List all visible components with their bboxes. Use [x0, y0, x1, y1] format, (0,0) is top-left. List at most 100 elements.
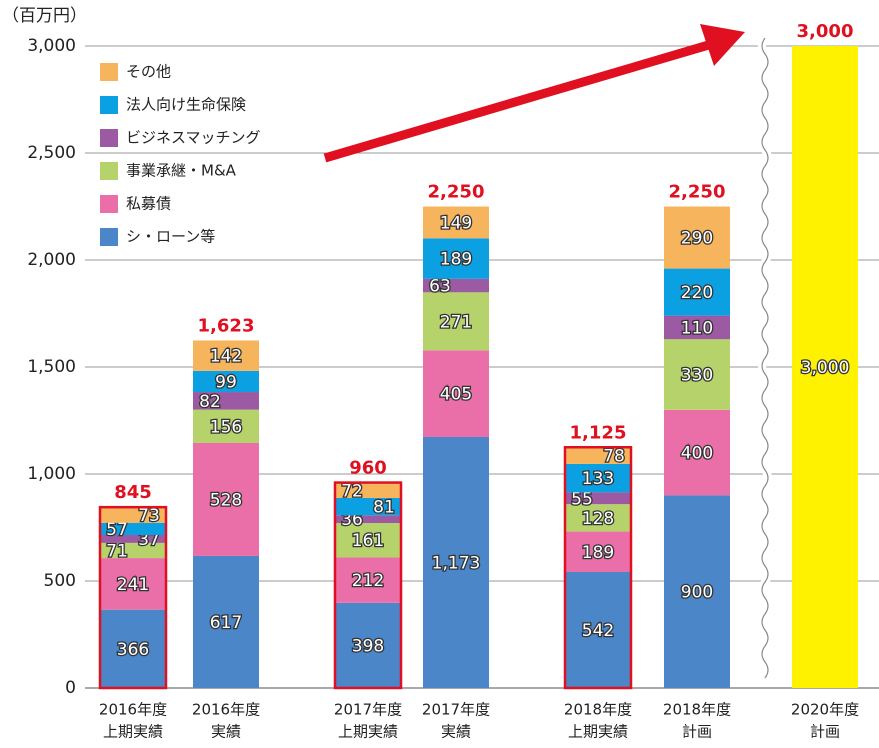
bar-segment	[423, 238, 489, 279]
legend-swatch	[100, 228, 118, 246]
bar-segment	[565, 531, 631, 573]
bar-segment	[664, 315, 730, 340]
trend-arrow	[323, 39, 714, 163]
y-tick-label: 3,000	[27, 36, 76, 56]
segment-label: 1,173	[432, 553, 481, 573]
segment-label: 99	[215, 372, 237, 392]
bar-outline	[333, 481, 403, 690]
bar-segment	[193, 340, 259, 371]
bar-segment	[193, 555, 259, 688]
legend-label: その他	[126, 63, 171, 81]
bar-segment	[423, 436, 489, 688]
segment-label: 617	[210, 613, 242, 633]
legend-swatch	[100, 162, 118, 180]
legend-label: 私募債	[126, 195, 171, 213]
x-tick-label: 2018年度	[564, 701, 632, 719]
bar-segment	[565, 504, 631, 532]
bar-segment	[664, 268, 730, 316]
bar-segment	[100, 507, 166, 523]
total-label: 2,250	[428, 182, 485, 203]
legend-swatch	[100, 129, 118, 147]
segment-label: 3,000	[801, 358, 850, 378]
x-tick-label: 実績	[441, 723, 471, 741]
segment-label: 133	[582, 469, 614, 489]
segment-label: 220	[681, 283, 713, 303]
segment-label: 528	[210, 490, 242, 510]
bar-segment	[100, 534, 166, 543]
segment-label: 57	[106, 520, 128, 540]
axis-break-line	[761, 37, 769, 679]
legend-swatch	[100, 63, 118, 81]
bar-segment	[335, 482, 401, 498]
bar-segment	[335, 515, 401, 524]
bar-outline	[563, 446, 633, 690]
segment-label: 161	[352, 531, 384, 551]
x-tick-label: 2016年度	[99, 701, 167, 719]
bar-outline	[98, 505, 168, 690]
bar-segment	[792, 46, 858, 688]
y-tick-label: 2,000	[27, 250, 76, 270]
bar-segment	[664, 339, 730, 410]
total-label: 2,250	[669, 182, 726, 203]
segment-label: 398	[352, 636, 384, 656]
bar-segment	[335, 497, 401, 516]
segment-label: 271	[440, 312, 472, 332]
bar-segment	[100, 542, 166, 559]
x-tick-label: 2016年度	[192, 701, 260, 719]
total-label: 845	[114, 482, 152, 503]
segment-label: 156	[210, 417, 242, 437]
y-tick-label: 0	[65, 678, 76, 698]
x-tick-label: 2017年度	[334, 701, 402, 719]
total-label: 960	[349, 458, 387, 479]
segment-label: 241	[117, 575, 149, 595]
bar-segment	[565, 572, 631, 688]
segment-label: 400	[681, 444, 713, 464]
x-tick-label: 上期実績	[338, 723, 398, 741]
bar-segment	[193, 442, 259, 556]
bar-segment	[193, 409, 259, 443]
segment-label: 78	[603, 447, 625, 467]
segment-label: 81	[373, 498, 395, 518]
y-tick-label: 1,000	[27, 464, 76, 484]
y-tick-label: 500	[44, 571, 76, 591]
segment-label: 82	[199, 392, 221, 412]
x-tick-label: 2018年度	[663, 701, 731, 719]
bar-segment	[335, 557, 401, 603]
segment-label: 142	[210, 347, 242, 367]
x-tick-label: 2020年度	[791, 701, 859, 719]
segment-label: 110	[681, 318, 713, 338]
bar-segment	[100, 558, 166, 610]
y-tick-label: 2,500	[27, 143, 76, 163]
y-tick-label: 1,500	[27, 357, 76, 377]
trend-arrow-head	[700, 24, 745, 66]
bar-segment	[664, 495, 730, 688]
legend-label: ビジネスマッチング	[126, 129, 261, 147]
segment-label: 189	[582, 543, 614, 563]
legend-swatch	[100, 195, 118, 213]
legend-label: シ・ローン等	[126, 228, 215, 246]
segment-label: 290	[681, 229, 713, 249]
legend-label: 法人向け生命保険	[126, 96, 246, 114]
segment-label: 71	[106, 542, 128, 562]
bar-segment	[565, 463, 631, 493]
bar-segment	[423, 206, 489, 239]
segment-label: 55	[571, 489, 593, 509]
bar-segment	[423, 278, 489, 293]
segment-label: 73	[138, 506, 160, 526]
legend-label: 事業承継・M&A	[126, 162, 237, 180]
x-tick-label: 実績	[211, 723, 241, 741]
bar-segment	[193, 392, 259, 410]
segment-label: 366	[117, 640, 149, 660]
x-tick-label: 計画	[810, 723, 840, 741]
bar-segment	[565, 447, 631, 464]
segment-label: 542	[582, 621, 614, 641]
x-tick-label: 上期実績	[103, 723, 163, 741]
bar-segment	[565, 492, 631, 505]
segment-label: 405	[440, 385, 472, 405]
bar-segment	[193, 370, 259, 393]
total-label: 1,623	[198, 316, 255, 337]
bar-segment	[335, 523, 401, 558]
segment-label: 72	[341, 481, 363, 501]
segment-label: 149	[440, 213, 472, 233]
